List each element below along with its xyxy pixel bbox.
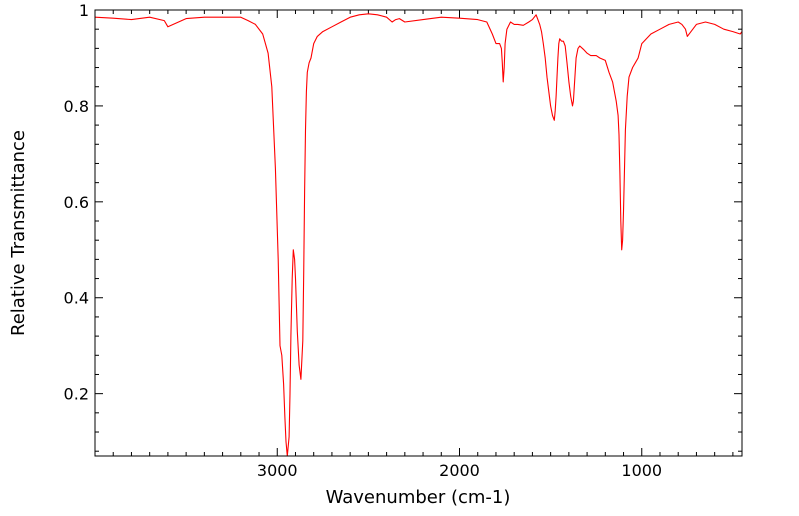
spectrum-line <box>95 13 742 456</box>
x-axis-title: Wavenumber (cm-1) <box>326 487 511 508</box>
x-tick-label: 3000 <box>257 461 298 480</box>
x-tick-label: 1000 <box>621 461 662 480</box>
minor-ticks <box>95 10 742 456</box>
y-tick-label: 0.6 <box>64 193 89 212</box>
y-tick-label: 0.4 <box>64 289 89 308</box>
y-tick-label: 0.2 <box>64 385 89 404</box>
y-axis-title: Relative Transmittance <box>8 130 29 336</box>
plot-background <box>95 10 742 456</box>
x-axis-ticks: 3000 2000 1000 <box>257 10 662 480</box>
plot-frame <box>94 9 743 457</box>
y-tick-label: 0.8 <box>64 97 89 116</box>
x-tick-label: 2000 <box>439 461 480 480</box>
y-axis-ticks: 0.2 0.4 0.6 0.8 1 <box>64 1 742 404</box>
y-tick-label: 1 <box>79 1 89 20</box>
